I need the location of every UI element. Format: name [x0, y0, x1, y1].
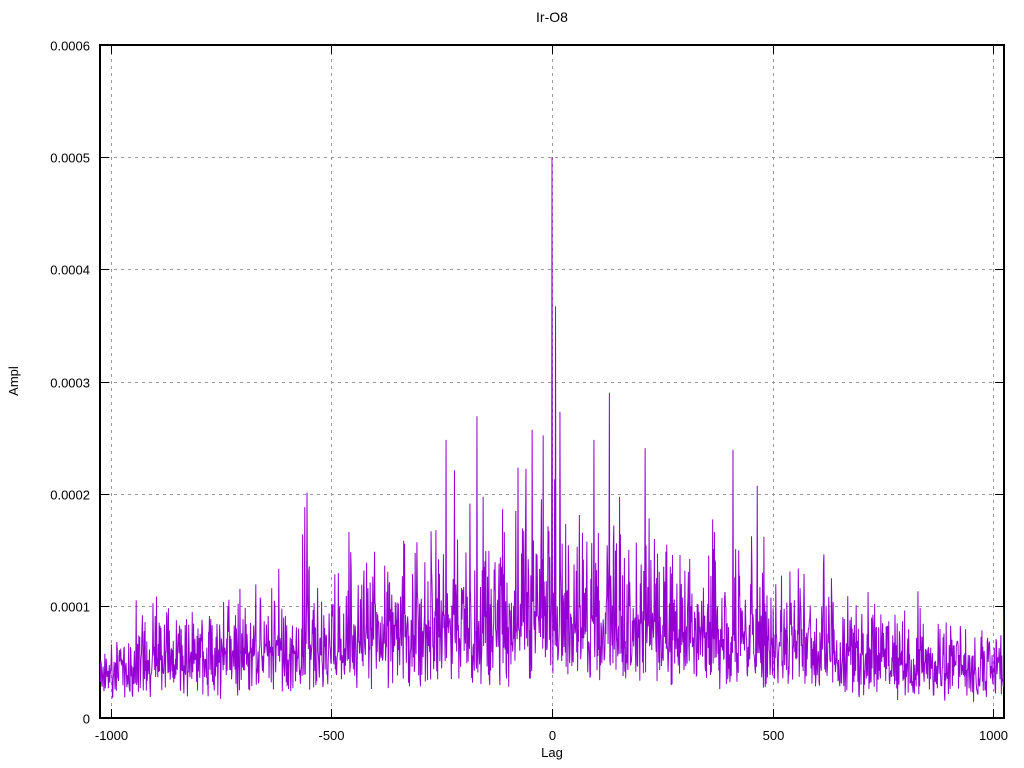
ampl-series-line: [100, 157, 1004, 702]
x-axis-label: Lag: [541, 745, 563, 760]
x-tick-labels: -1000 -500 0 500 1000: [95, 728, 1008, 743]
x-tick-label: -500: [318, 728, 344, 743]
x-tick-label: 1000: [979, 728, 1008, 743]
chart-title: Ir-O8: [536, 9, 568, 25]
x-tick-label: 500: [763, 728, 785, 743]
y-tick-label: 0.0006: [50, 39, 90, 54]
tick-marks: [100, 44, 1004, 720]
series-group: [100, 157, 1004, 702]
y-tick-labels: 0 0.0001 0.0002 0.0003 0.0004 0.0005 0.0006: [50, 39, 90, 727]
y-tick-label: 0.0004: [50, 263, 90, 278]
y-tick-label: 0.0002: [50, 488, 90, 503]
y-tick-label: 0.0003: [50, 376, 90, 391]
y-tick-label: 0.0001: [50, 600, 90, 615]
y-tick-label: 0.0005: [50, 151, 90, 166]
plot-frame: [99, 44, 1005, 719]
x-tick-label: -1000: [95, 728, 128, 743]
x-tick-label: 0: [549, 728, 556, 743]
y-axis-label: Ampl: [6, 366, 21, 396]
y-tick-label: 0: [83, 712, 90, 727]
